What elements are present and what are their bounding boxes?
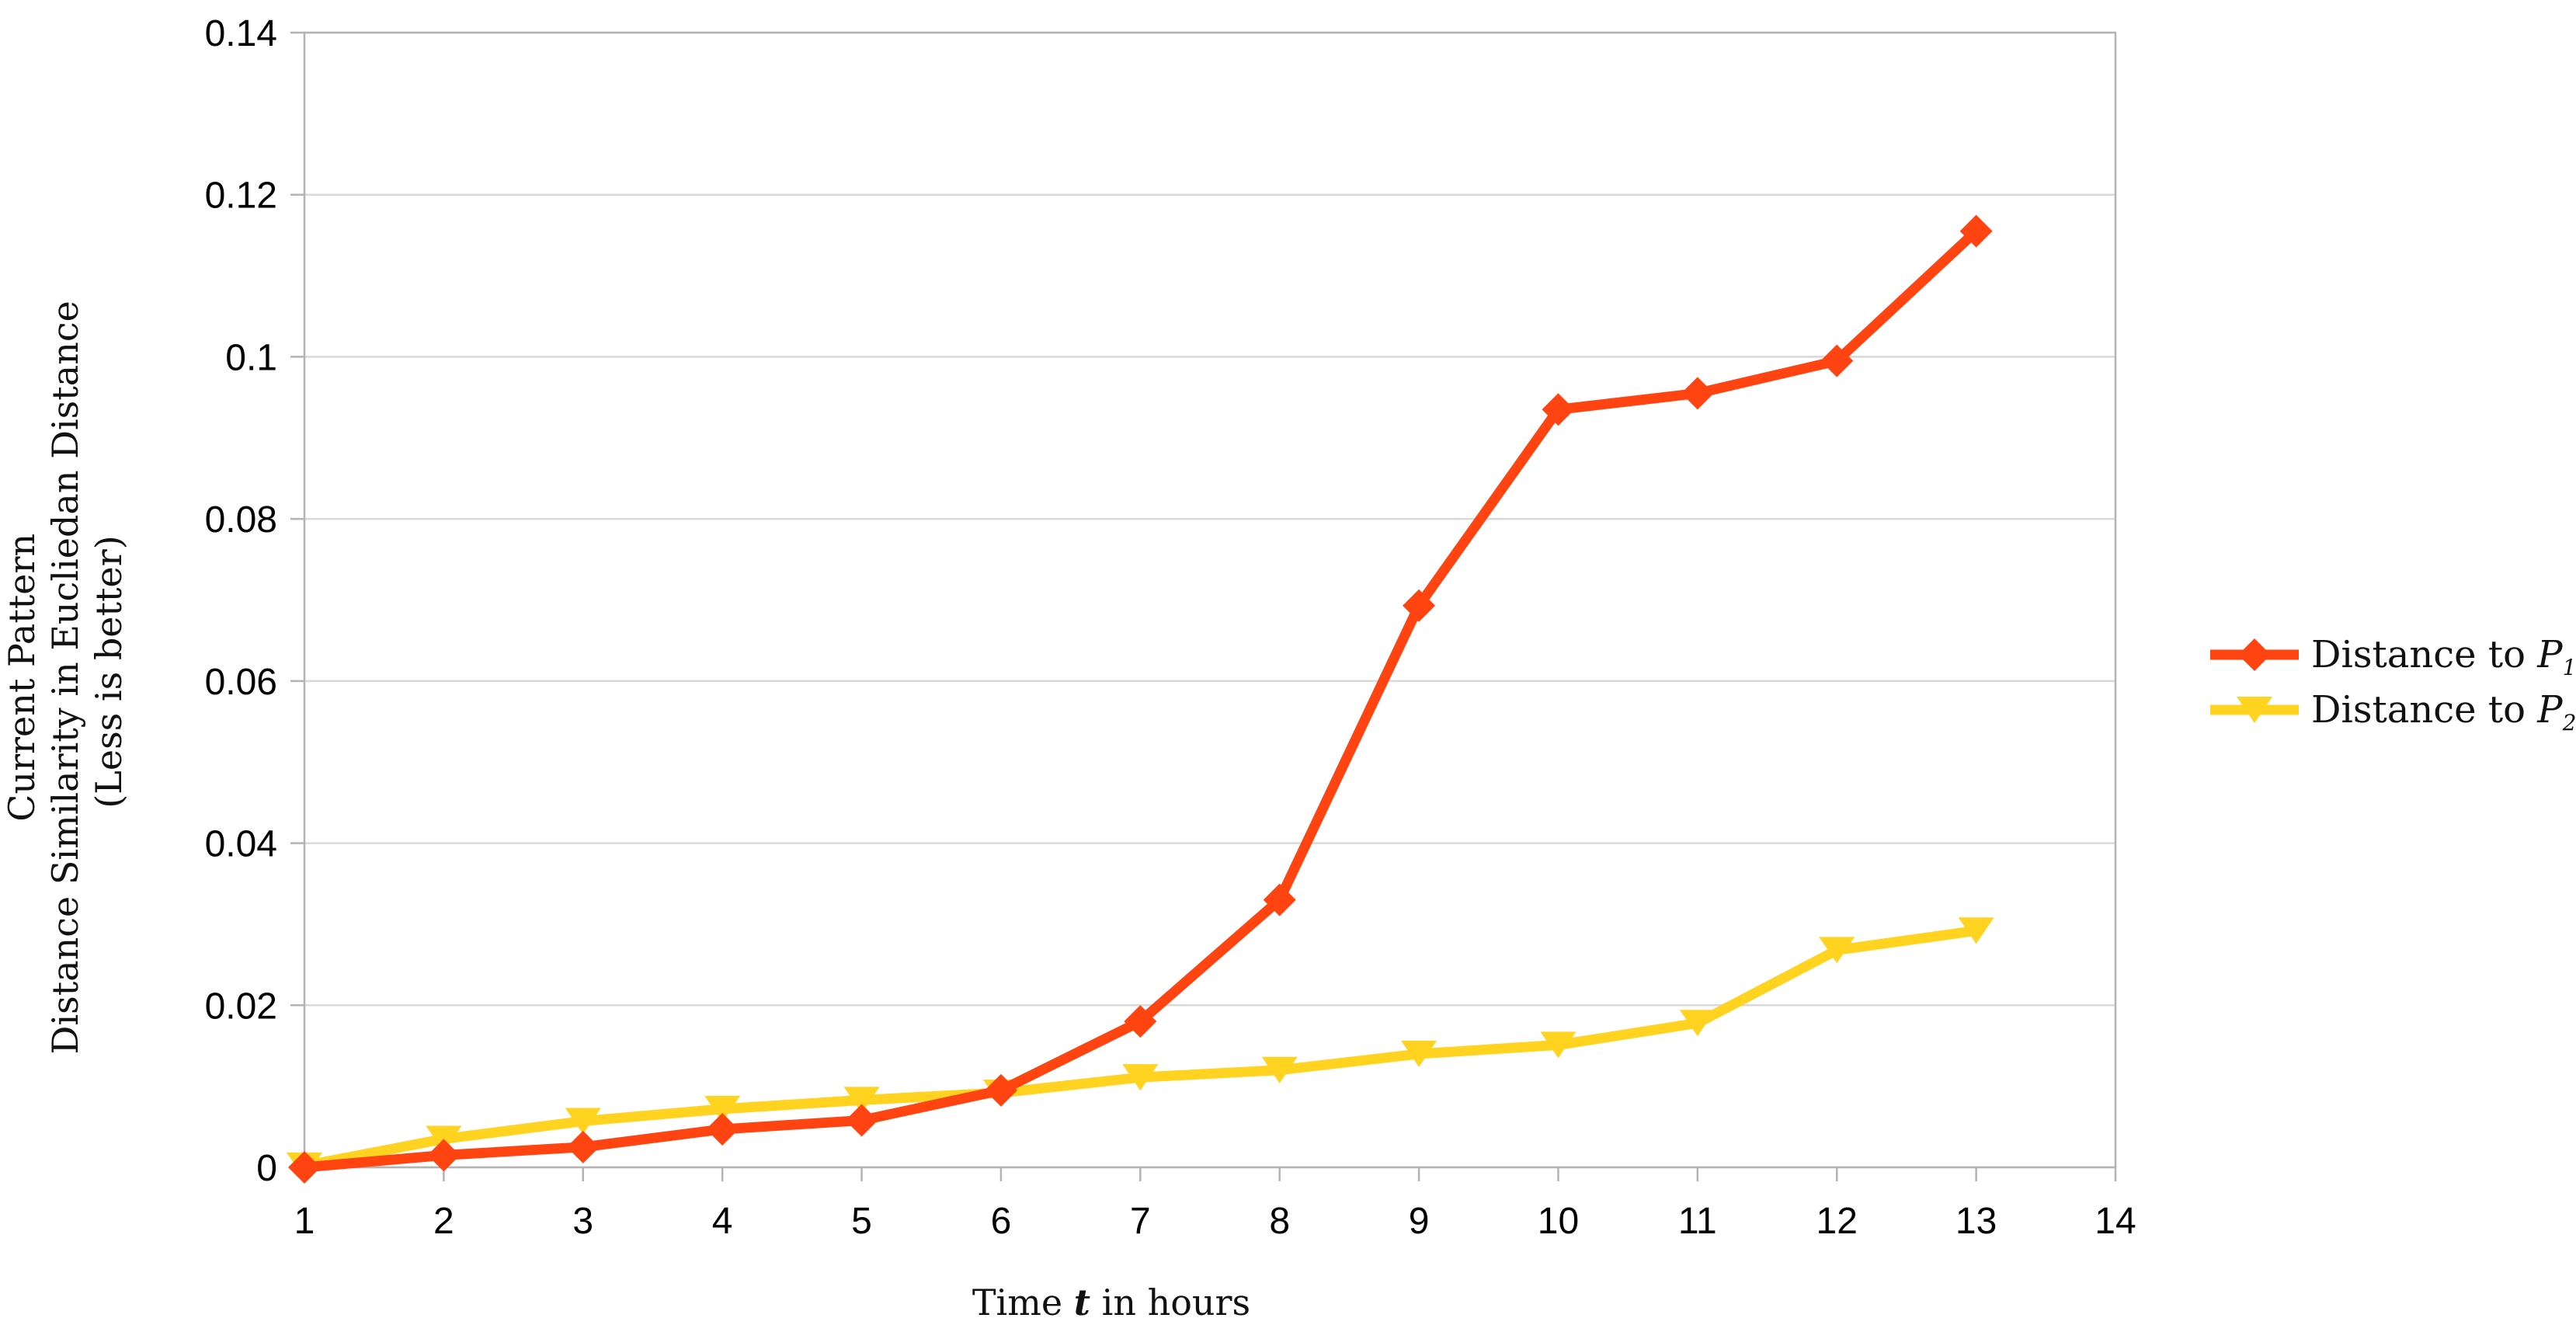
series-1-point xyxy=(1403,589,1436,622)
y-tick-label: 0.06 xyxy=(205,662,277,703)
x-axis-title-pre: Time xyxy=(972,1282,1074,1323)
y-axis-title: Current Pattern Distance Similarity in E… xyxy=(1,290,130,1055)
series-2-point xyxy=(1540,1031,1577,1059)
x-tick-label: 6 xyxy=(991,1201,1012,1242)
legend-swatch-marker xyxy=(2238,638,2271,671)
x-tick-label: 4 xyxy=(712,1201,733,1242)
legend-swatch-marker xyxy=(2237,697,2272,723)
legend-label: Distance to P1 xyxy=(2311,633,2576,680)
x-tick-label: 1 xyxy=(294,1201,315,1242)
series-1-point xyxy=(1681,377,1714,410)
series-2-point xyxy=(1679,1010,1716,1037)
svg-text:Current Pattern Distance: Current Pattern Distance Similarity in E… xyxy=(1,290,130,1055)
series-2 xyxy=(287,917,1994,1179)
x-tick-label: 5 xyxy=(851,1201,872,1242)
series-1-point xyxy=(1820,344,1854,377)
series-1-point xyxy=(706,1112,739,1146)
legend: Distance to P1 Distance to P2 xyxy=(2210,633,2576,736)
series-1-point xyxy=(845,1104,878,1137)
x-tick-label: 12 xyxy=(1816,1201,1858,1242)
x-tick-label: 9 xyxy=(1409,1201,1430,1242)
y-axis-title-line-2: Distance Similarity in Eucliedan Distanc… xyxy=(44,301,86,1054)
x-tick-label: 3 xyxy=(572,1201,593,1242)
legend-label: Distance to P2 xyxy=(2311,688,2576,736)
series-1-point xyxy=(288,1151,321,1184)
series-1-point xyxy=(1959,214,1993,248)
x-tick-label: 11 xyxy=(1678,1201,1717,1242)
series-2-point xyxy=(1958,917,1994,944)
x-tick-label: 8 xyxy=(1269,1201,1290,1242)
y-tick-label: 0.02 xyxy=(205,986,277,1027)
series-1-point xyxy=(984,1073,1017,1107)
y-tick-label: 0.12 xyxy=(205,176,277,217)
y-axis-title-line-3: (Less is better) xyxy=(88,535,130,808)
series-1-point xyxy=(566,1130,600,1163)
x-tick-label: 13 xyxy=(1955,1201,1997,1242)
x-tick-label: 14 xyxy=(2095,1201,2136,1242)
series-2-point xyxy=(1261,1056,1298,1083)
series-2-point xyxy=(704,1095,741,1122)
y-tick-labels: 0 0.02 0.04 0.06 0.08 0.1 0.12 0.14 xyxy=(205,13,277,1189)
x-axis-title-post: in hours xyxy=(1090,1282,1250,1323)
x-tick-label: 7 xyxy=(1130,1201,1151,1242)
x-tick-labels: 1 2 3 4 5 6 7 8 9 10 11 12 13 14 xyxy=(294,1201,2136,1242)
y-tick-label: 0.08 xyxy=(205,499,277,541)
x-axis-title: Time t in hours xyxy=(972,1282,1250,1323)
x-tick-label: 2 xyxy=(433,1201,454,1242)
series-1-point xyxy=(427,1139,461,1172)
series-1-point xyxy=(1542,393,1575,426)
legend-item-1: Distance to P1 xyxy=(2210,633,2576,680)
series-2-point xyxy=(1401,1040,1437,1067)
y-tick-label: 0.04 xyxy=(205,824,277,865)
legend-item-2: Distance to P2 xyxy=(2210,688,2576,736)
x-tick-label: 10 xyxy=(1538,1201,1579,1242)
series-2-line xyxy=(299,925,1982,1171)
x-axis-title-var: t xyxy=(1074,1282,1090,1323)
series-1-point xyxy=(1263,883,1296,916)
plot-area-border xyxy=(303,31,2117,1169)
y-axis-title-line-1: Current Pattern xyxy=(1,534,43,822)
series-2-point xyxy=(1819,937,1855,964)
y-tick-label: 0.1 xyxy=(225,337,277,378)
series-group xyxy=(287,214,1994,1184)
series-1-point xyxy=(1124,1005,1157,1038)
series-2-point xyxy=(1122,1064,1159,1091)
series-1 xyxy=(288,214,1993,1184)
gridlines xyxy=(304,31,2115,1169)
y-tick-label: 0.14 xyxy=(205,13,277,54)
y-tick-label: 0 xyxy=(256,1148,277,1189)
axes xyxy=(290,31,2117,1181)
series-2-point xyxy=(843,1087,880,1114)
series-2-point xyxy=(565,1108,601,1135)
